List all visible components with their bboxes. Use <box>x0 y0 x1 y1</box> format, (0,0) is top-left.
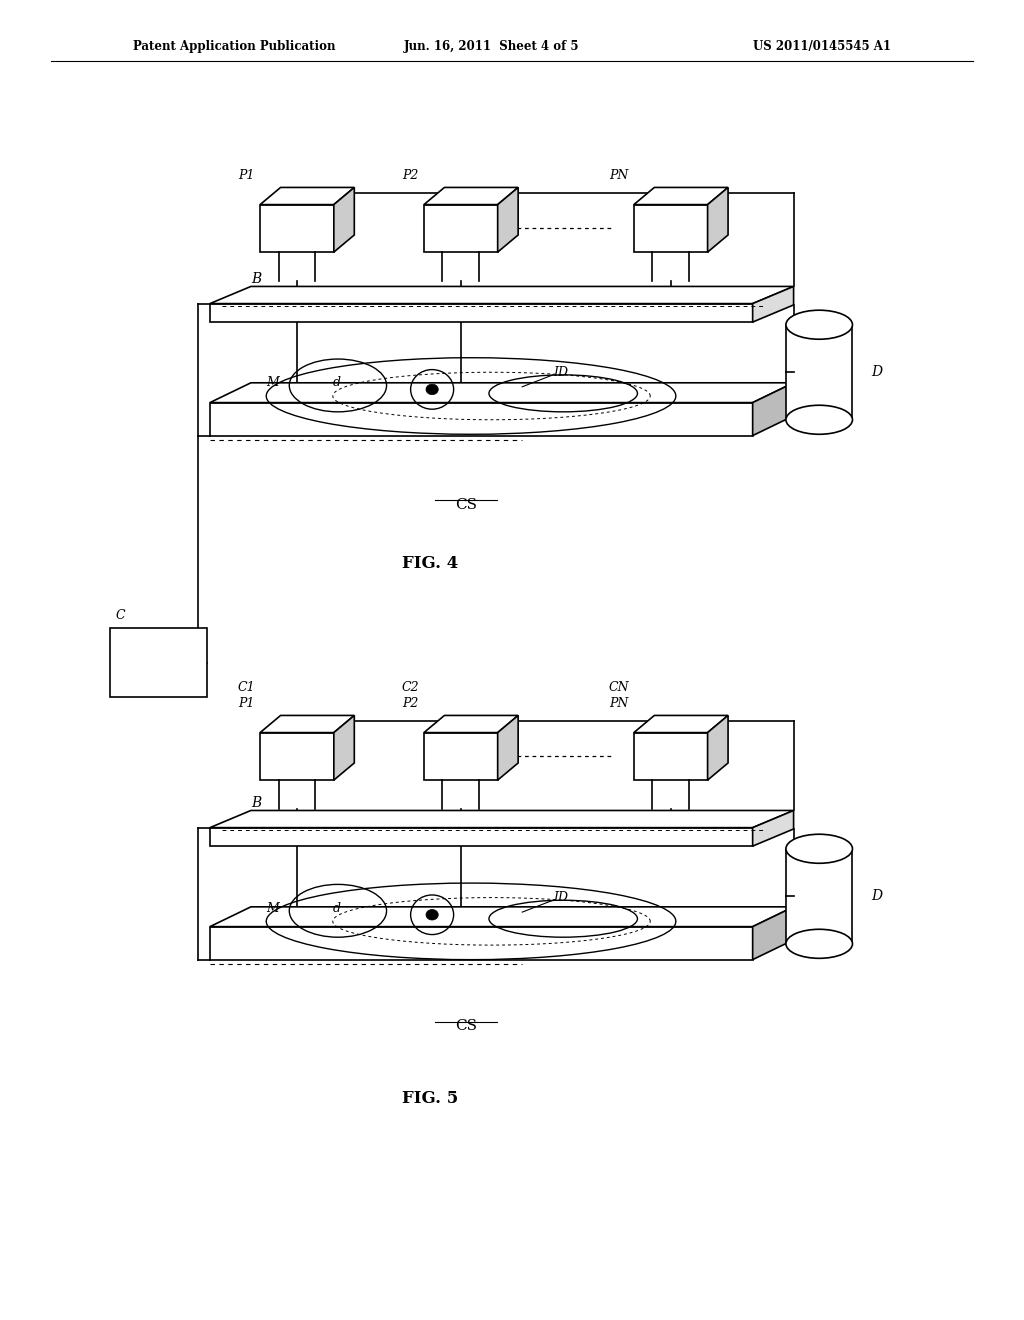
Polygon shape <box>498 715 518 780</box>
Text: P1: P1 <box>239 169 255 182</box>
Ellipse shape <box>426 384 438 395</box>
Polygon shape <box>424 187 518 205</box>
Polygon shape <box>424 715 518 733</box>
Polygon shape <box>210 383 794 403</box>
Polygon shape <box>786 325 852 420</box>
Text: d: d <box>333 376 341 389</box>
Text: PN: PN <box>609 697 629 710</box>
Polygon shape <box>753 810 794 846</box>
Text: Jun. 16, 2011  Sheet 4 of 5: Jun. 16, 2011 Sheet 4 of 5 <box>403 40 580 53</box>
Text: C2: C2 <box>401 681 419 694</box>
Ellipse shape <box>786 929 852 958</box>
Ellipse shape <box>786 310 852 339</box>
Text: D: D <box>870 366 882 379</box>
Text: Patent Application Publication: Patent Application Publication <box>133 40 336 53</box>
Text: FIG. 5: FIG. 5 <box>402 1090 458 1106</box>
Polygon shape <box>753 286 794 322</box>
Polygon shape <box>210 286 794 304</box>
Ellipse shape <box>786 834 852 863</box>
Text: C: C <box>115 609 125 622</box>
Polygon shape <box>634 205 708 252</box>
Text: ID: ID <box>553 891 568 904</box>
Polygon shape <box>210 810 794 828</box>
Polygon shape <box>786 849 852 944</box>
Polygon shape <box>708 715 728 780</box>
Polygon shape <box>210 927 753 960</box>
Text: M: M <box>266 902 279 915</box>
Polygon shape <box>260 205 334 252</box>
Polygon shape <box>753 907 794 960</box>
Polygon shape <box>498 187 518 252</box>
Text: CS: CS <box>455 1019 477 1034</box>
Polygon shape <box>634 187 728 205</box>
Text: FIG. 4: FIG. 4 <box>402 556 458 572</box>
Polygon shape <box>708 187 728 252</box>
Text: CN: CN <box>608 681 629 694</box>
Polygon shape <box>210 403 753 436</box>
Polygon shape <box>334 187 354 252</box>
Polygon shape <box>753 383 794 436</box>
Text: PN: PN <box>609 169 629 182</box>
Polygon shape <box>424 205 498 252</box>
Ellipse shape <box>426 909 438 920</box>
Polygon shape <box>334 715 354 780</box>
Polygon shape <box>634 733 708 780</box>
Polygon shape <box>260 187 354 205</box>
Text: P1: P1 <box>239 697 255 710</box>
Text: B: B <box>251 796 261 810</box>
Text: P2: P2 <box>402 169 419 182</box>
Text: M: M <box>266 376 279 389</box>
Text: d: d <box>333 902 341 915</box>
Polygon shape <box>260 715 354 733</box>
Text: ID: ID <box>553 366 568 379</box>
Polygon shape <box>210 304 753 322</box>
Polygon shape <box>210 828 753 846</box>
Polygon shape <box>424 733 498 780</box>
Ellipse shape <box>786 405 852 434</box>
Text: B: B <box>251 272 261 286</box>
Text: P2: P2 <box>402 697 419 710</box>
Bar <box>111 628 207 697</box>
Text: CS: CS <box>455 498 477 512</box>
Text: C1: C1 <box>238 681 255 694</box>
Text: D: D <box>870 890 882 903</box>
Polygon shape <box>634 715 728 733</box>
Polygon shape <box>260 733 334 780</box>
Text: US 2011/0145545 A1: US 2011/0145545 A1 <box>753 40 891 53</box>
Polygon shape <box>210 907 794 927</box>
